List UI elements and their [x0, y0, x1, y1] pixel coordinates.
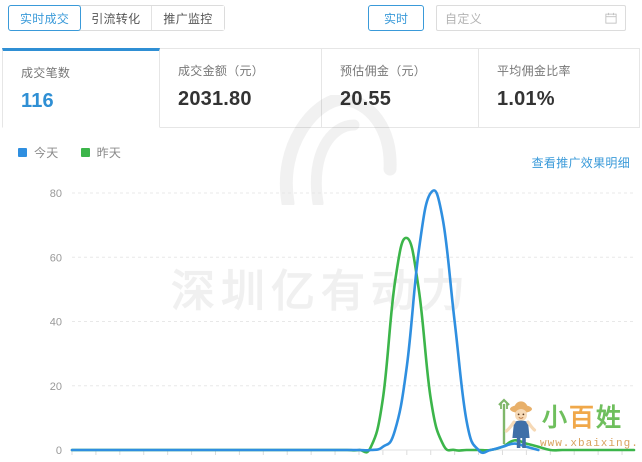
realtime-button-label: 实时: [383, 11, 408, 26]
custom-date-placeholder: 自定义: [445, 11, 483, 26]
metric-card-deal-amount[interactable]: 成交金额（元） 2031.80: [160, 48, 322, 128]
tab-traffic-conversion[interactable]: 引流转化: [80, 6, 153, 30]
metric-card-estimated-commission[interactable]: 预估佣金（元） 20.55: [322, 48, 479, 128]
legend-item-yesterday[interactable]: 昨天: [80, 144, 122, 161]
legend-label: 今天: [34, 145, 59, 160]
chart-y-tick-label: 20: [50, 381, 62, 393]
metric-value: 1.01%: [497, 88, 555, 110]
metric-label: 成交金额（元）: [178, 64, 265, 78]
metric-card-average-commission-rate[interactable]: 平均佣金比率 1.01%: [479, 48, 640, 128]
chart-y-axis-labels: 0 20 40 60 80: [50, 188, 62, 457]
legend-label: 昨天: [96, 145, 122, 160]
chart-y-tick-label: 0: [56, 445, 62, 457]
chart-legend: 今天 昨天: [18, 144, 143, 160]
metric-label: 成交笔数: [21, 66, 71, 80]
view-promotion-detail-link[interactable]: 查看推广效果明细: [531, 156, 630, 170]
realtime-line-chart: 0 20 40 60 80: [50, 188, 636, 457]
metric-value: 116: [21, 90, 54, 112]
metric-label: 平均佣金比率: [497, 64, 571, 78]
chart-y-tick-label: 40: [50, 317, 62, 329]
metric-card-row: 成交笔数 116 成交金额（元） 2031.80 预估佣金（元） 20.55 平…: [2, 48, 640, 128]
chart-y-tick-label: 80: [50, 188, 62, 200]
realtime-button[interactable]: 实时: [368, 5, 424, 31]
calendar-icon: [605, 12, 617, 24]
tab-group: 实时成交 引流转化 推广监控: [8, 5, 225, 31]
metric-value: 20.55: [340, 88, 392, 110]
chart-y-tick-label: 60: [50, 252, 62, 264]
metric-label: 预估佣金（元）: [340, 64, 427, 78]
tab-label: 引流转化: [91, 11, 141, 26]
tab-label: 推广监控: [163, 11, 213, 26]
legend-swatch-yesterday: [80, 147, 90, 157]
tab-label: 实时成交: [20, 11, 70, 26]
metric-card-deal-count[interactable]: 成交笔数 116: [2, 48, 160, 128]
legend-item-today[interactable]: 今天: [18, 144, 59, 161]
chart-gridlines: [72, 192, 634, 387]
series-line-yesterday: [70, 236, 636, 454]
legend-swatch-today: [18, 147, 27, 157]
series-line-today: [70, 189, 540, 455]
custom-date-input[interactable]: 自定义: [436, 5, 626, 31]
chart-container: 0 20 40 60 80: [0, 172, 642, 462]
date-range-controls: 实时 自定义: [368, 5, 626, 31]
tab-realtime-deals[interactable]: 实时成交: [8, 5, 82, 31]
metric-value: 2031.80: [178, 88, 252, 110]
top-toolbar: 实时成交 引流转化 推广监控 实时 自定义: [0, 0, 642, 38]
tab-promotion-monitor[interactable]: 推广监控: [152, 6, 224, 30]
